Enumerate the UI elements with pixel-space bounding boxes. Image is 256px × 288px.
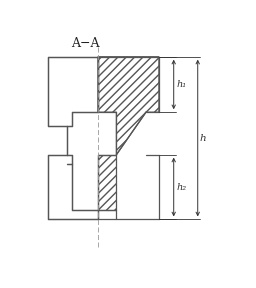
Text: h₂: h₂ <box>176 183 187 192</box>
Text: A−A: A−A <box>71 37 99 50</box>
Polygon shape <box>98 155 116 210</box>
Text: h₁: h₁ <box>176 80 187 89</box>
Polygon shape <box>98 57 159 155</box>
Text: h: h <box>200 134 207 143</box>
